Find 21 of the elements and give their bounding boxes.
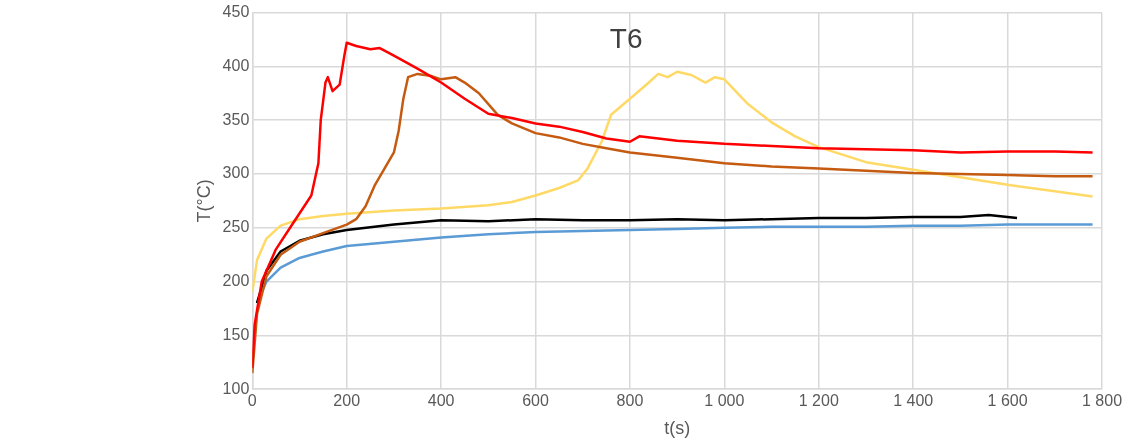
x-tick-label: 1 800 — [1081, 392, 1123, 410]
x-tick-label: 400 — [427, 392, 455, 410]
y-tick-label: 400 — [222, 56, 250, 74]
x-tick-label: 200 — [333, 392, 361, 410]
y-tick-label: 150 — [222, 325, 250, 343]
x-axis-title: t(s) — [664, 418, 691, 439]
x-tick-label: 1 600 — [987, 392, 1028, 410]
y-tick-label: 100 — [222, 379, 250, 397]
y-tick-label: 200 — [222, 272, 250, 290]
y-tick-label: 350 — [222, 110, 250, 128]
x-tick-label: 800 — [616, 392, 644, 410]
y-tick-label: 300 — [222, 164, 250, 182]
x-tick-label: 0 — [247, 392, 257, 410]
x-tick-label: 1 000 — [704, 392, 745, 410]
y-tick-label: 250 — [222, 218, 250, 236]
x-tick-label: 1 400 — [893, 392, 934, 410]
chart-title: T6 — [609, 23, 643, 55]
y-axis-title: T(°C) — [193, 179, 214, 223]
y-tick-label: 450 — [222, 3, 250, 21]
x-tick-label: 1 200 — [798, 392, 839, 410]
x-tick-label: 600 — [522, 392, 549, 410]
